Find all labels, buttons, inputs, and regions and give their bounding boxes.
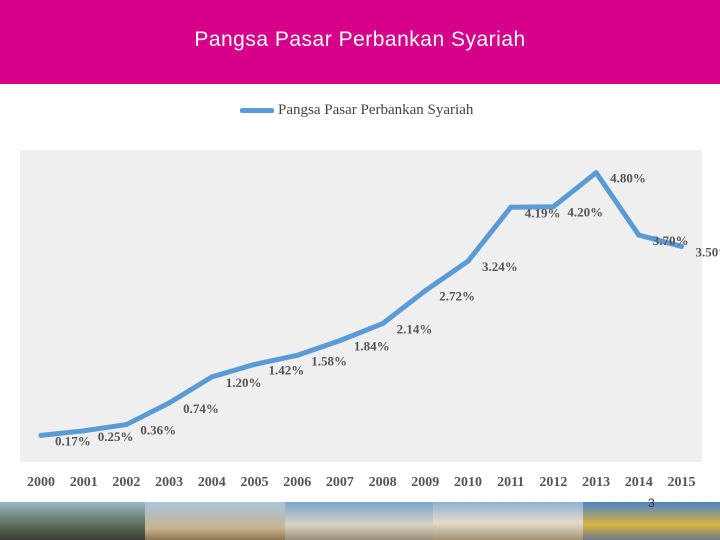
data-label: 0.25% xyxy=(98,429,134,444)
x-tick-label: 2000 xyxy=(27,475,55,490)
x-tick-label: 2013 xyxy=(582,475,610,490)
x-tick-label: 2015 xyxy=(668,475,696,490)
data-label: 0.36% xyxy=(140,423,176,438)
x-tick-label: 2004 xyxy=(198,475,226,490)
x-tick-label: 2002 xyxy=(112,475,140,490)
x-tick-label: 2007 xyxy=(326,475,354,490)
data-point xyxy=(550,204,556,210)
x-tick-label: 2006 xyxy=(283,475,311,490)
data-label: 4.19% xyxy=(525,205,561,220)
data-label: 0.17% xyxy=(55,433,91,448)
line-chart: 0.17% 0.25% 0.36% 0.74% 1.20% 1.42% 1.58% 1.84%… xyxy=(20,150,720,490)
legend-swatch xyxy=(240,107,274,113)
plot-area xyxy=(20,150,702,462)
slide-number: 3 xyxy=(648,496,655,510)
photo-mosque-arches xyxy=(433,502,583,540)
photo-strip xyxy=(0,502,720,540)
x-tick-label: 2003 xyxy=(155,475,183,490)
data-point xyxy=(465,258,471,264)
data-point xyxy=(294,352,300,358)
series-line xyxy=(38,170,684,438)
x-tick-label: 2001 xyxy=(70,475,98,490)
slide-header: Pangsa Pasar Perbankan Syariah xyxy=(0,0,720,84)
data-point xyxy=(81,428,87,434)
data-label: 4.80% xyxy=(610,171,646,186)
data-label: 3.70% xyxy=(653,233,689,248)
legend-label: Pangsa Pasar Perbankan Syariah xyxy=(278,101,474,118)
data-label: 3.24% xyxy=(482,259,518,274)
data-label: 2.72% xyxy=(439,289,475,304)
data-label: 1.84% xyxy=(354,339,390,354)
photo-mecca xyxy=(0,502,145,540)
data-point xyxy=(337,338,343,344)
data-point xyxy=(38,432,44,438)
x-tick-label: 2011 xyxy=(497,475,524,490)
data-point xyxy=(209,374,215,380)
x-tick-label: 2014 xyxy=(625,475,653,490)
data-label: 4.20% xyxy=(567,205,603,220)
slide-title: Pangsa Pasar Perbankan Syariah xyxy=(194,28,526,51)
photo-mosque-dome xyxy=(285,502,433,540)
data-label: 0.74% xyxy=(183,401,219,416)
data-label: 3.50% xyxy=(696,244,720,259)
data-point xyxy=(123,422,129,428)
data-point xyxy=(252,361,257,367)
data-label: 1.42% xyxy=(269,362,305,377)
data-point xyxy=(166,400,172,406)
x-tick-label: 2009 xyxy=(411,475,439,490)
photo-mosque-minarets xyxy=(145,502,285,540)
photo-dome-of-rock xyxy=(583,502,720,540)
data-label: 1.58% xyxy=(311,353,347,368)
x-tick-label: 2010 xyxy=(454,475,482,490)
chart-legend: Pangsa Pasar Perbankan Syariah xyxy=(240,98,473,122)
data-point xyxy=(422,288,428,294)
x-tick-label: 2005 xyxy=(241,475,269,490)
data-point xyxy=(380,321,386,327)
data-point xyxy=(593,170,599,176)
data-point xyxy=(636,232,642,238)
data-point xyxy=(679,243,684,249)
data-label: 2.14% xyxy=(397,322,433,337)
x-tick-label: 2012 xyxy=(539,475,567,490)
data-label: 1.20% xyxy=(226,375,262,390)
data-point xyxy=(508,204,514,210)
x-tick-label: 2008 xyxy=(369,475,397,490)
